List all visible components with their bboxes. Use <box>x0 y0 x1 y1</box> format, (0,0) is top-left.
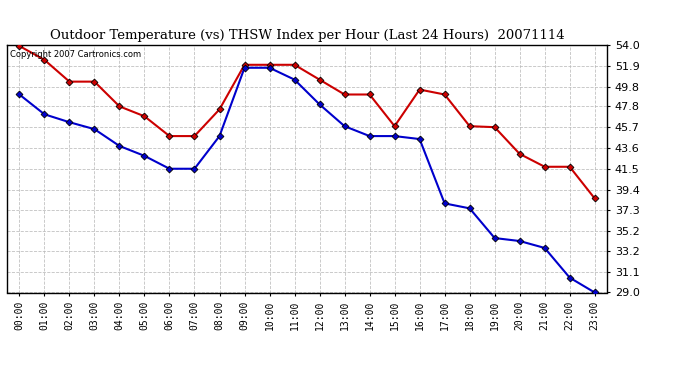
Title: Outdoor Temperature (vs) THSW Index per Hour (Last 24 Hours)  20071114: Outdoor Temperature (vs) THSW Index per … <box>50 30 564 42</box>
Text: Copyright 2007 Cartronics.com: Copyright 2007 Cartronics.com <box>10 50 141 59</box>
